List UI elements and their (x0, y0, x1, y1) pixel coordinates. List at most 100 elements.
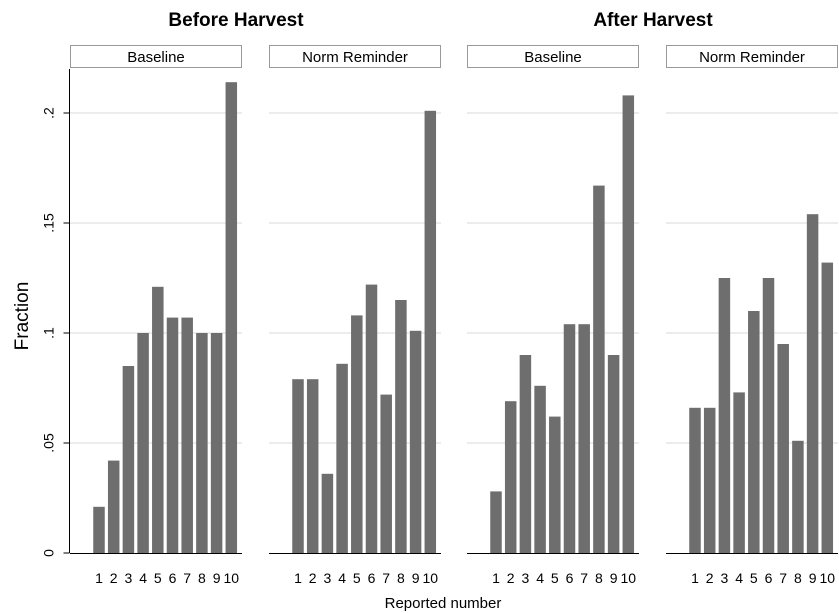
bar (137, 333, 149, 553)
bar (519, 355, 532, 553)
bar (622, 95, 635, 554)
x-tick-label: 5 (154, 570, 162, 586)
bar (336, 363, 348, 553)
x-tick-label: 5 (750, 570, 758, 586)
x-tick-label: 4 (536, 570, 544, 586)
y-axis: 0 .05 .1 .15 .2 (41, 69, 70, 557)
bar (292, 379, 304, 553)
bar (107, 460, 120, 553)
bar (806, 214, 819, 553)
group-title-after-harvest: After Harvest (593, 10, 713, 31)
bar (225, 82, 238, 553)
x-tick-label: 8 (595, 570, 603, 586)
x-tick-label: 1 (691, 570, 699, 586)
x-tick-label: 9 (809, 570, 817, 586)
x-tick-label: 4 (338, 570, 346, 586)
bar (578, 324, 590, 553)
x-tick-label: 10 (423, 570, 439, 586)
bar (210, 333, 223, 553)
panel-header-label: Norm Reminder (302, 49, 408, 66)
bar (122, 366, 135, 553)
x-tick-label: 6 (169, 570, 177, 586)
x-tick-label: 7 (183, 570, 191, 586)
bar (563, 324, 576, 553)
x-tick-label: 4 (139, 570, 147, 586)
bar (593, 185, 605, 553)
x-tick-label: 5 (551, 570, 559, 586)
x-tick-label: 2 (507, 570, 515, 586)
bar (504, 401, 517, 553)
x-tick-label: 10 (820, 570, 836, 586)
x-tick-label: 7 (382, 570, 390, 586)
panel-header-label: Norm Reminder (699, 49, 805, 66)
bar (607, 355, 620, 553)
x-tick-label: 1 (492, 570, 500, 586)
bar (718, 278, 731, 553)
y-axis-title: Fraction (12, 282, 33, 351)
x-tick-label: 3 (721, 570, 729, 586)
x-tick-label: 8 (397, 570, 405, 586)
bar (549, 416, 561, 553)
bar (395, 300, 407, 553)
panel-header (269, 45, 441, 68)
bar (380, 394, 392, 553)
bar (306, 379, 319, 553)
bar (351, 315, 363, 553)
panel-header-label: Baseline (524, 49, 582, 66)
bar (181, 317, 193, 553)
bar (762, 278, 775, 553)
x-tick-label: 2 (706, 570, 714, 586)
panel: Norm Reminder 1 2 3 4 5 6 7 8 9 10 (666, 45, 838, 586)
x-tick-label: 9 (610, 570, 618, 586)
bar (152, 286, 164, 553)
bar (409, 330, 422, 553)
bar (196, 333, 208, 553)
x-tick-label: 2 (110, 570, 118, 586)
bar (748, 311, 760, 553)
x-tick-label: 9 (213, 570, 221, 586)
x-tick-label: 10 (621, 570, 637, 586)
panel-header (467, 45, 639, 68)
x-tick-label: 6 (368, 570, 376, 586)
x-tick-label: 6 (765, 570, 773, 586)
x-tick-label: 7 (779, 570, 787, 586)
panel-header-label: Baseline (127, 49, 185, 66)
y-tick-label: .1 (41, 327, 57, 339)
panel: Norm Reminder 1 2 3 4 5 6 7 8 9 10 (269, 45, 441, 586)
bar (166, 317, 179, 553)
x-tick-label: 6 (566, 570, 574, 586)
group-title-before-harvest: Before Harvest (168, 10, 304, 31)
bar (321, 473, 334, 553)
y-tick-label: .2 (41, 107, 57, 119)
bar (534, 385, 546, 553)
x-tick-label: 3 (324, 570, 332, 586)
x-tick-label: 10 (224, 570, 240, 586)
bar (733, 392, 745, 553)
bar (777, 344, 789, 553)
bar (689, 407, 701, 553)
panel-header (70, 45, 242, 68)
x-tick-label: 3 (125, 570, 133, 586)
bar (424, 110, 437, 554)
x-tick-label: 1 (294, 570, 302, 586)
x-tick-label: 5 (353, 570, 361, 586)
bar (365, 284, 378, 553)
y-tick-label: .15 (41, 213, 57, 233)
x-tick-label: 9 (412, 570, 420, 586)
x-axis-title: Reported number (385, 595, 502, 612)
y-tick-label: .05 (41, 433, 57, 453)
x-tick-label: 4 (735, 570, 743, 586)
x-tick-label: 1 (95, 570, 103, 586)
y-tick-label: 0 (41, 549, 57, 557)
bar (703, 407, 716, 553)
bar (490, 491, 502, 553)
x-tick-label: 3 (522, 570, 530, 586)
x-tick-label: 8 (794, 570, 802, 586)
bar (792, 440, 804, 553)
x-tick-label: 2 (309, 570, 317, 586)
x-tick-label: 7 (580, 570, 588, 586)
panel: Baseline 1 2 3 4 5 6 7 8 9 10 (467, 45, 639, 586)
panel: Baseline 1 2 3 4 5 6 7 8 9 10 (70, 45, 242, 586)
